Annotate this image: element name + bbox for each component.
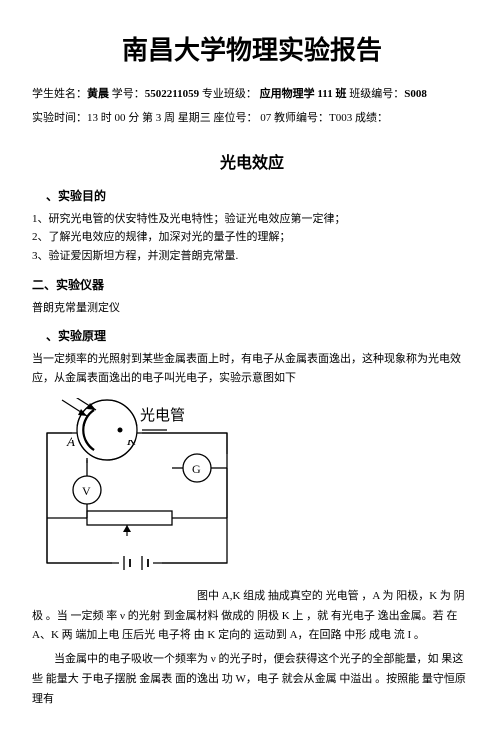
classcode: S008 — [404, 88, 427, 100]
diagram-label-v: V — [82, 484, 91, 498]
s3-p1: 当一定频率的光照射到某些金属表面上时，有电子从金属表面逸出，这种现象称为光电效应… — [32, 350, 472, 387]
meta-line-1: 学生姓名：黄晨 学号：5502211059 专业班级： 应用物理学 111 班 … — [32, 85, 472, 105]
s1-item-1: 1、研究光电管的伏安特性及光电特性；验证光电效应第一定律； — [32, 210, 472, 229]
report-title: 南昌大学物理实验报告 — [32, 30, 472, 67]
diagram-tube-label: 光电管 — [140, 407, 185, 424]
student-name: 黄晨 — [87, 88, 109, 100]
student-id: 5502211059 — [145, 88, 199, 100]
caption-p1: 图中 A,K 组成 抽成真空的 光电管 ，A 为 阳极，K 为 阴极 。当 一定… — [32, 587, 472, 646]
s2-body: 普朗克常量测定仪 — [32, 299, 472, 318]
name-label: 学生姓名： — [32, 88, 87, 100]
s1-item-2: 2、了解光电效应的规律，加深对光的量子性的理解； — [32, 228, 472, 247]
meta-line-2: 实验时间：13 时 00 分 第 3 周 星期三 座位号： 07 教师编号：T0… — [32, 109, 472, 129]
section-2-head: 二、实验仪器 — [32, 276, 472, 293]
major-label: 专业班级： — [199, 88, 260, 100]
caption-p2: 当金属中的电子吸收一个频率为 ν 的光子时，便会获得这个光子的全部能量，如 果这… — [32, 650, 472, 709]
circuit-diagram: 光电管 A K G — [32, 398, 242, 583]
id-label: 学号： — [109, 88, 145, 100]
major: 应用物理学 111 班 — [260, 88, 347, 100]
classcode-label: 班级编号： — [346, 88, 404, 100]
section-3-head: 、实验原理 — [32, 327, 472, 344]
section-1-head: 、实验目的 — [32, 187, 472, 204]
s1-item-3: 3、验证爱因斯坦方程，并测定普朗克常量. — [32, 247, 472, 266]
svg-text:G: G — [192, 462, 201, 476]
experiment-subtitle: 光电效应 — [32, 149, 472, 173]
